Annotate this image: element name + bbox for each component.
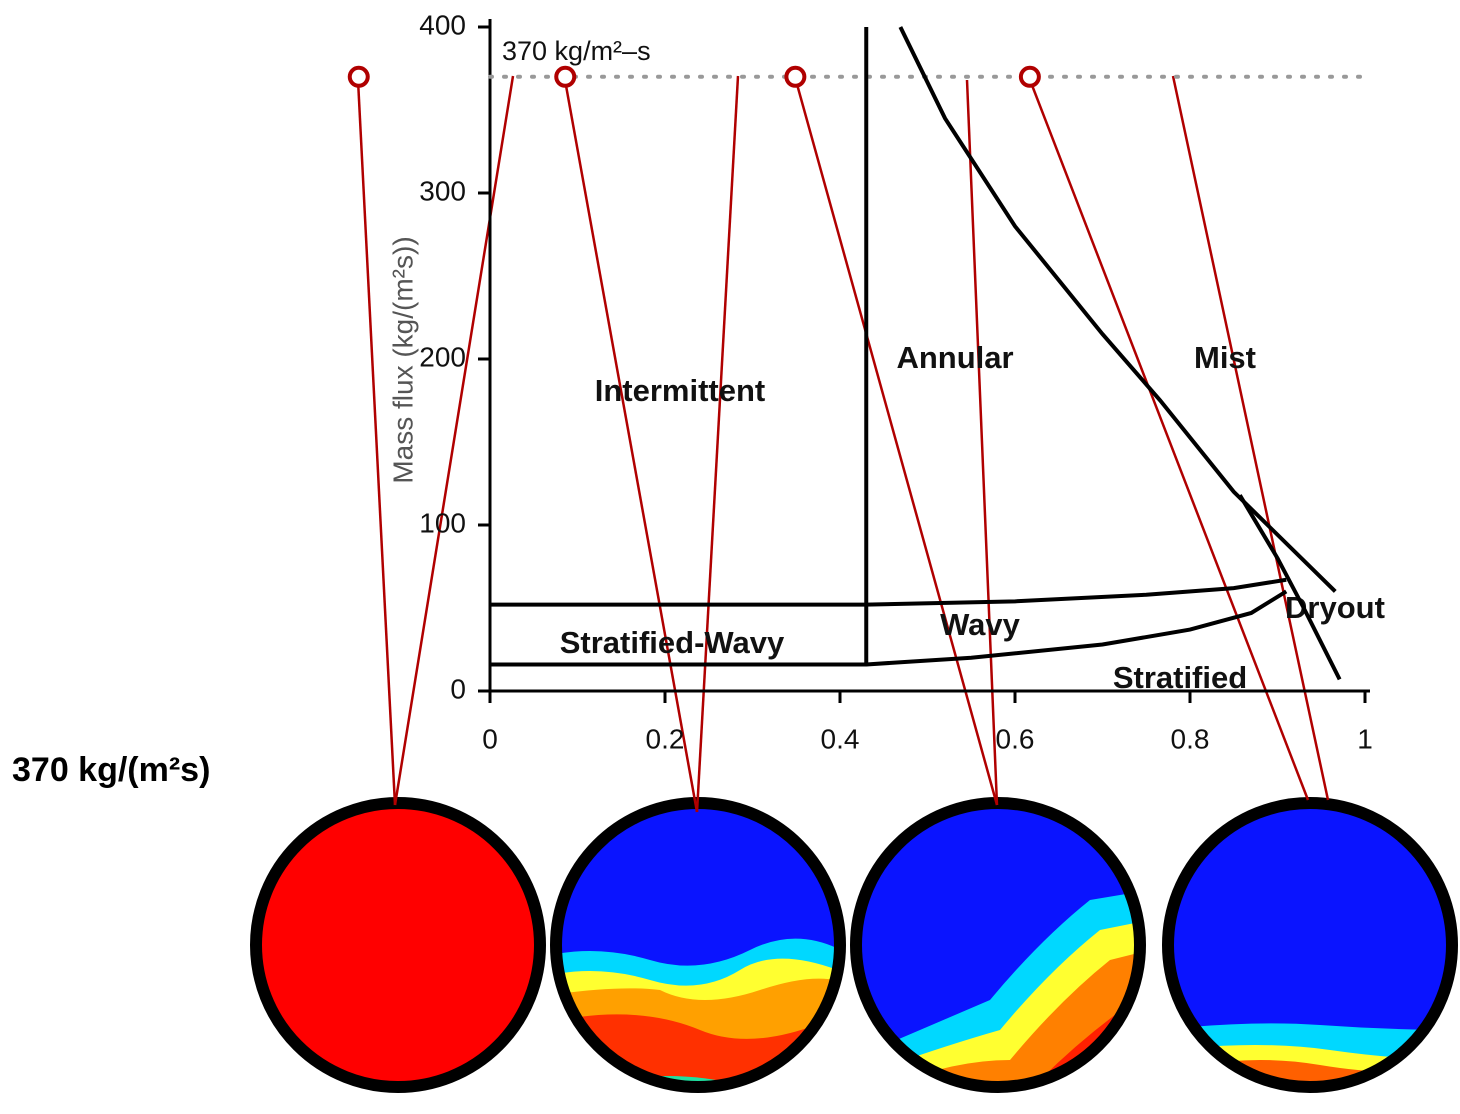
y-tick-label: 200: [419, 341, 466, 372]
x-tick-label: 1: [1357, 723, 1373, 754]
marker: [350, 68, 368, 86]
chart: Mass flux (kg/(m²s)) 370 kg/(m²s): [0, 0, 1460, 1109]
y-axis-label: Mass flux (kg/(m²s)): [387, 236, 418, 483]
x-tick-label: 0: [482, 723, 498, 754]
marker: [556, 68, 574, 86]
region-label: Mist: [1194, 340, 1256, 375]
region-label: Annular: [896, 340, 1013, 375]
marker: [786, 68, 804, 86]
boundary-line: [1240, 495, 1340, 679]
x-tick-label: 0.2: [646, 723, 685, 754]
region-label: Wavy: [940, 607, 1021, 642]
x-tick-label: 0.8: [1171, 723, 1210, 754]
marker: [1021, 68, 1039, 86]
cross-section-4: [1160, 800, 1460, 1100]
cross-section-3: [850, 800, 1150, 1100]
connector-lines: [358, 76, 1328, 812]
y-tick-label: 0: [450, 673, 466, 704]
reference-label: 370 kg/m²–s: [502, 36, 651, 66]
cross-section-1: [250, 800, 550, 1100]
x-tick-label: 0.4: [821, 723, 860, 754]
y-tick-label: 400: [419, 9, 466, 40]
y-tick-label: 300: [419, 175, 466, 206]
x-tick-label: 0.6: [996, 723, 1035, 754]
region-label: Intermittent: [595, 373, 766, 408]
cross-section-2: [550, 800, 850, 1100]
region-label: Stratified: [1113, 660, 1247, 695]
region-label: Stratified-Wavy: [560, 625, 785, 660]
side-label: 370 kg/(m²s): [12, 751, 210, 789]
boundary-line: [490, 580, 1286, 605]
y-tick-label: 100: [419, 507, 466, 538]
region-label: Dryout: [1285, 590, 1385, 625]
